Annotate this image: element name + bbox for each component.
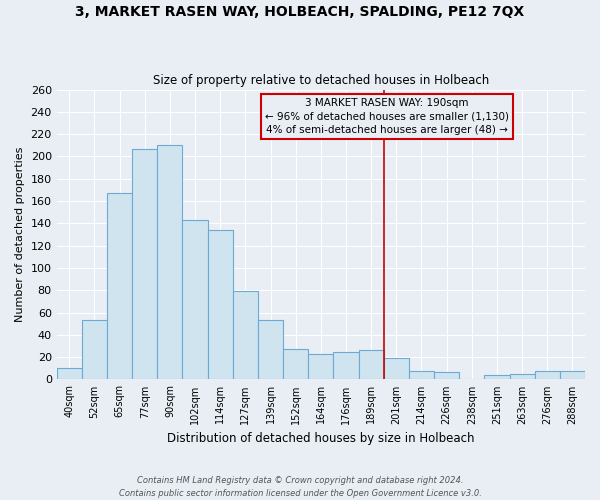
- Bar: [434, 372, 459, 380]
- Bar: [258, 320, 283, 380]
- Title: Size of property relative to detached houses in Holbeach: Size of property relative to detached ho…: [153, 74, 489, 87]
- Text: Contains HM Land Registry data © Crown copyright and database right 2024.
Contai: Contains HM Land Registry data © Crown c…: [119, 476, 481, 498]
- Bar: [132, 148, 157, 380]
- Bar: [208, 230, 233, 380]
- Bar: [359, 350, 384, 380]
- Y-axis label: Number of detached properties: Number of detached properties: [15, 147, 25, 322]
- Bar: [560, 370, 585, 380]
- Bar: [308, 354, 334, 380]
- X-axis label: Distribution of detached houses by size in Holbeach: Distribution of detached houses by size …: [167, 432, 475, 445]
- Bar: [283, 350, 308, 380]
- Text: 3, MARKET RASEN WAY, HOLBEACH, SPALDING, PE12 7QX: 3, MARKET RASEN WAY, HOLBEACH, SPALDING,…: [76, 5, 524, 19]
- Bar: [384, 358, 409, 380]
- Bar: [334, 352, 359, 380]
- Bar: [56, 368, 82, 380]
- Bar: [233, 292, 258, 380]
- Bar: [509, 374, 535, 380]
- Bar: [409, 370, 434, 380]
- Bar: [157, 146, 182, 380]
- Bar: [484, 375, 509, 380]
- Bar: [535, 370, 560, 380]
- Bar: [82, 320, 107, 380]
- Bar: [182, 220, 208, 380]
- Text: 3 MARKET RASEN WAY: 190sqm
← 96% of detached houses are smaller (1,130)
4% of se: 3 MARKET RASEN WAY: 190sqm ← 96% of deta…: [265, 98, 509, 134]
- Bar: [107, 193, 132, 380]
